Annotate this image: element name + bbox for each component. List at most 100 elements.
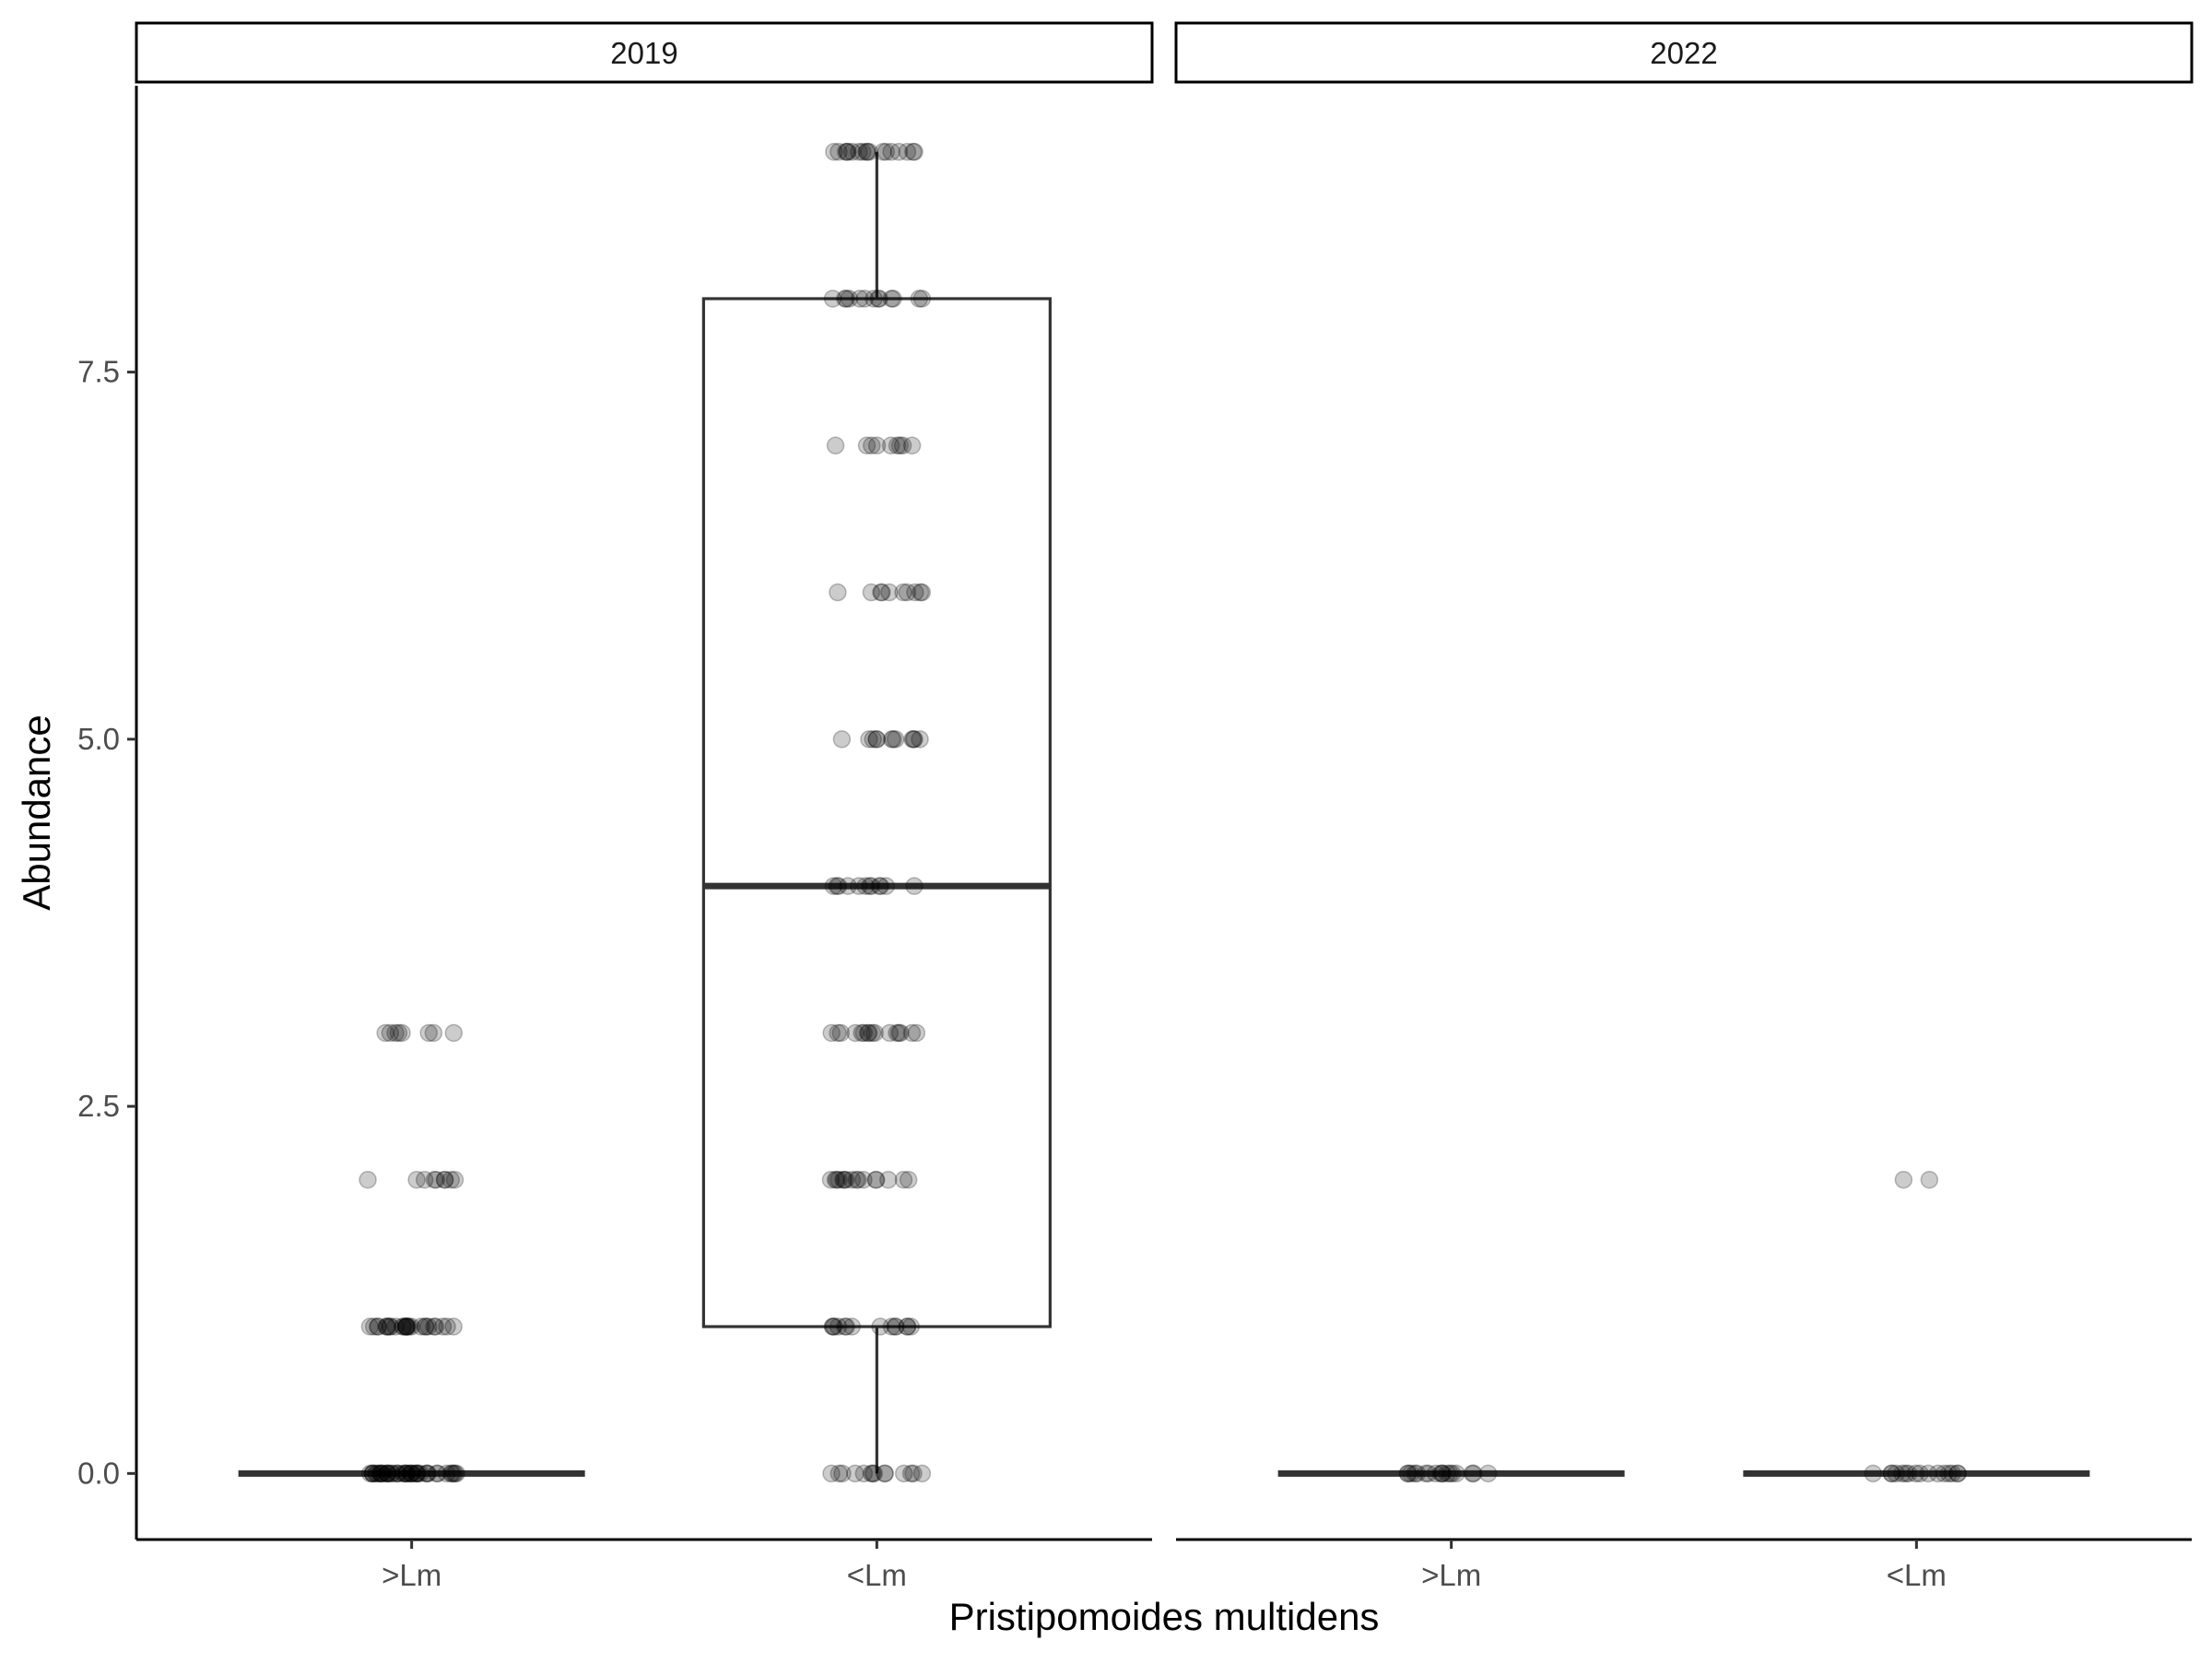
data-point <box>427 1170 446 1189</box>
data-point <box>401 1464 420 1483</box>
data-point <box>867 730 886 749</box>
data-point <box>829 583 847 602</box>
data-point <box>858 142 877 161</box>
data-point <box>894 1464 913 1483</box>
data-point <box>1887 1464 1906 1483</box>
data-point <box>437 1464 456 1483</box>
data-point <box>870 877 888 895</box>
data-point <box>884 730 902 749</box>
data-point <box>359 1170 377 1189</box>
data-point <box>389 1464 407 1483</box>
data-point <box>871 1317 889 1336</box>
data-point <box>882 730 901 749</box>
data-point <box>396 1317 416 1336</box>
data-point <box>382 1464 401 1483</box>
data-point <box>1433 1464 1452 1483</box>
x-axis-title: Pristipomoides multidens <box>949 1595 1380 1638</box>
data-point <box>891 1023 910 1043</box>
data-point <box>842 142 862 161</box>
data-point <box>832 730 852 749</box>
data-point <box>1928 1464 1947 1483</box>
data-point <box>880 583 899 602</box>
data-point <box>826 436 845 455</box>
data-point <box>880 1023 900 1043</box>
data-point <box>397 1317 417 1336</box>
data-point <box>860 730 878 749</box>
data-point <box>882 142 900 161</box>
data-point <box>905 877 924 895</box>
data-point <box>1899 1464 1918 1483</box>
data-point <box>854 1464 874 1483</box>
data-point <box>835 1170 853 1189</box>
data-point <box>903 730 922 749</box>
data-point <box>429 1464 447 1483</box>
y-tick-label: 2.5 <box>77 1089 120 1123</box>
data-point <box>381 1317 399 1336</box>
data-point <box>1406 1464 1424 1483</box>
data-point <box>894 1170 913 1189</box>
data-point <box>1920 1170 1939 1189</box>
data-point <box>906 583 924 602</box>
data-point <box>435 1170 454 1189</box>
data-point <box>825 1317 843 1336</box>
data-point <box>825 142 843 161</box>
data-point <box>1401 1464 1420 1483</box>
data-point <box>857 142 877 161</box>
data-point <box>1911 1464 1929 1483</box>
data-point <box>870 289 888 308</box>
facet-strip-2022 <box>1174 21 2194 84</box>
data-point <box>864 730 882 749</box>
data-point <box>394 1464 413 1483</box>
data-point <box>1433 1464 1452 1483</box>
data-point <box>403 1464 422 1483</box>
data-point <box>1939 1464 1959 1483</box>
data-point <box>433 1317 453 1336</box>
data-point <box>1896 1464 1915 1483</box>
data-point <box>372 1464 392 1483</box>
data-point <box>397 1464 416 1483</box>
data-point <box>864 1464 882 1483</box>
data-point <box>396 1317 416 1336</box>
data-point <box>363 1464 382 1483</box>
data-point <box>889 142 909 161</box>
data-point <box>910 289 929 308</box>
data-point <box>850 877 868 895</box>
data-point <box>904 142 923 161</box>
data-point <box>1893 1464 1912 1483</box>
data-point <box>416 1317 435 1336</box>
data-point <box>867 436 887 455</box>
data-point <box>418 1317 438 1336</box>
data-point <box>364 1317 383 1336</box>
data-point <box>905 730 924 749</box>
data-point <box>838 142 857 161</box>
facet-label-2019: 2019 <box>610 36 677 70</box>
data-point <box>1919 1464 1937 1483</box>
data-point <box>1882 1464 1901 1483</box>
data-point <box>898 142 917 161</box>
data-point <box>893 436 912 455</box>
data-point <box>406 1464 426 1483</box>
data-point <box>831 1023 851 1043</box>
y-tick-label: 7.5 <box>77 355 120 389</box>
data-point <box>911 730 929 749</box>
data-point <box>860 142 878 161</box>
data-point <box>876 1464 894 1483</box>
data-point <box>837 289 855 308</box>
data-point <box>858 1023 877 1043</box>
y-axis-title: Abundance <box>15 714 58 911</box>
data-point <box>882 289 900 308</box>
data-point <box>401 1464 420 1483</box>
data-point <box>363 1464 382 1483</box>
data-point <box>822 1464 841 1483</box>
data-point <box>846 1023 865 1043</box>
data-point <box>378 1464 396 1483</box>
data-point <box>851 289 869 308</box>
data-point <box>402 1464 421 1483</box>
data-point <box>386 1464 406 1483</box>
data-point <box>853 142 872 161</box>
data-point <box>879 1170 898 1189</box>
data-point <box>873 583 891 602</box>
data-point <box>371 1464 390 1483</box>
data-point <box>849 1170 867 1189</box>
data-point <box>904 730 924 749</box>
